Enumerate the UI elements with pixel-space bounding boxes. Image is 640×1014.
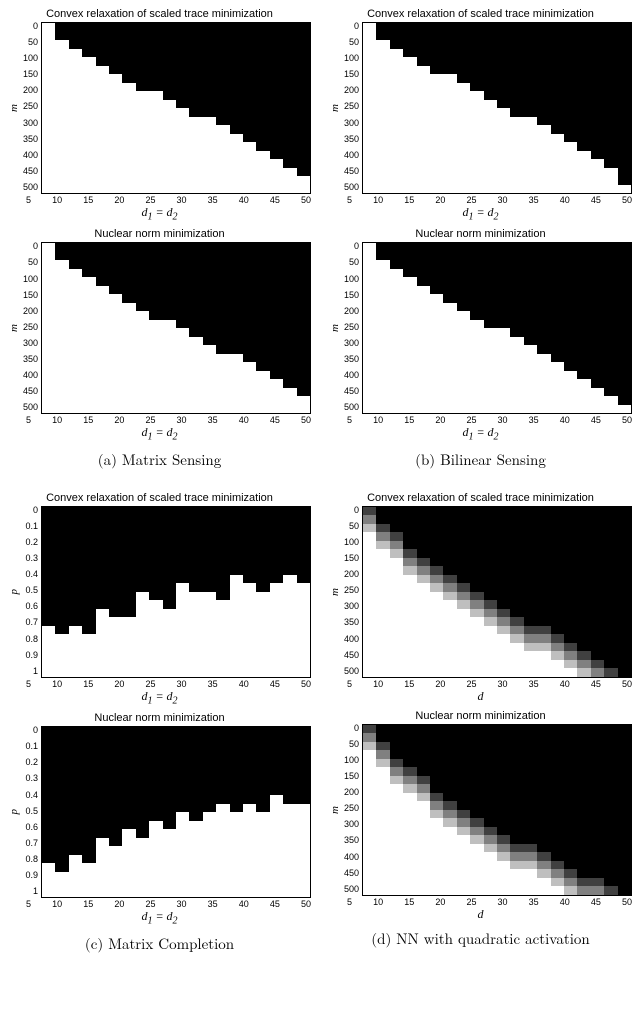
plot-title: Convex relaxation of scaled trace minimi…: [8, 8, 311, 20]
y-axis-label: m: [329, 324, 341, 332]
panel-c-convex: Convex relaxation of scaled trace minimi…: [8, 492, 311, 706]
y-axis-ticks: 050100150200250300350400450500: [343, 724, 362, 894]
y-axis-ticks: 050100150200250300350400450500: [343, 506, 362, 676]
x-axis-label: d1 = d2: [8, 689, 311, 706]
y-axis-ticks: 050100150200250300350400450500: [22, 22, 41, 192]
panel-caption: (c) Matrix Completion: [8, 933, 311, 954]
plot-title: Convex relaxation of scaled trace minimi…: [329, 8, 632, 20]
x-axis-label: d1 = d2: [329, 425, 632, 442]
x-axis-ticks: 5101520253035404550: [8, 900, 311, 909]
plot-title: Nuclear norm minimization: [329, 228, 632, 240]
panel-caption: (a) Matrix Sensing: [8, 449, 311, 470]
panel-caption: (d) NN with quadratic activation: [329, 928, 632, 949]
y-axis-label: m: [8, 104, 20, 112]
x-axis-ticks: 5101520253035404550: [8, 196, 311, 205]
heatmap-plot: [41, 242, 311, 414]
panel-b: Convex relaxation of scaled trace minimi…: [329, 8, 632, 470]
plot-title: Nuclear norm minimization: [329, 710, 632, 722]
panel-caption: (b) Bilinear Sensing: [329, 449, 632, 470]
x-axis-ticks: 5101520253035404550: [329, 898, 632, 907]
heatmap-plot: [362, 242, 632, 414]
panel-a: Convex relaxation of scaled trace minimi…: [8, 8, 311, 470]
x-axis-ticks: 5101520253035404550: [8, 416, 311, 425]
panel-c: Convex relaxation of scaled trace minimi…: [8, 492, 311, 954]
x-axis-ticks: 5101520253035404550: [329, 680, 632, 689]
heatmap-plot: [41, 506, 311, 678]
x-axis-label: d1 = d2: [8, 205, 311, 222]
heatmap-plot: [362, 724, 632, 896]
x-axis-label: d1 = d2: [8, 909, 311, 926]
plot-title: Convex relaxation of scaled trace minimi…: [329, 492, 632, 504]
heatmap-plot: [41, 22, 311, 194]
plot-title: Nuclear norm minimization: [8, 228, 311, 240]
figure-grid: Convex relaxation of scaled trace minimi…: [8, 8, 632, 954]
heatmap-plot: [362, 506, 632, 678]
y-axis-label: p: [8, 809, 20, 815]
y-axis-ticks: 050100150200250300350400450500: [343, 242, 362, 412]
plot-title: Convex relaxation of scaled trace minimi…: [8, 492, 311, 504]
panel-b-nuclear: Nuclear norm minimization m 050100150200…: [329, 228, 632, 442]
x-axis-ticks: 5101520253035404550: [329, 416, 632, 425]
plot-title: Nuclear norm minimization: [8, 712, 311, 724]
y-axis-ticks: 00.10.20.30.40.50.60.70.80.91: [22, 506, 41, 676]
panel-c-nuclear: Nuclear norm minimization p 00.10.20.30.…: [8, 712, 311, 926]
y-axis-label: m: [329, 588, 341, 596]
x-axis-label: d1 = d2: [329, 205, 632, 222]
y-axis-ticks: 00.10.20.30.40.50.60.70.80.91: [22, 726, 41, 896]
panel-d: Convex relaxation of scaled trace minimi…: [329, 492, 632, 954]
x-axis-label: d: [329, 689, 632, 704]
y-axis-ticks: 050100150200250300350400450500: [22, 242, 41, 412]
y-axis-ticks: 050100150200250300350400450500: [343, 22, 362, 192]
x-axis-label: d1 = d2: [8, 425, 311, 442]
heatmap-plot: [362, 22, 632, 194]
y-axis-label: p: [8, 589, 20, 595]
x-axis-label: d: [329, 907, 632, 922]
panel-d-nuclear: Nuclear norm minimization m 050100150200…: [329, 710, 632, 922]
x-axis-ticks: 5101520253035404550: [8, 680, 311, 689]
heatmap-plot: [41, 726, 311, 898]
panel-b-convex: Convex relaxation of scaled trace minimi…: [329, 8, 632, 222]
panel-d-convex: Convex relaxation of scaled trace minimi…: [329, 492, 632, 704]
x-axis-ticks: 5101520253035404550: [329, 196, 632, 205]
y-axis-label: m: [329, 806, 341, 814]
panel-a-nuclear: Nuclear norm minimization m 050100150200…: [8, 228, 311, 442]
panel-a-convex: Convex relaxation of scaled trace minimi…: [8, 8, 311, 222]
y-axis-label: m: [329, 104, 341, 112]
y-axis-label: m: [8, 324, 20, 332]
